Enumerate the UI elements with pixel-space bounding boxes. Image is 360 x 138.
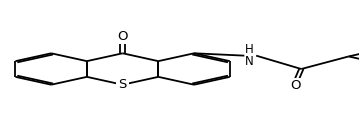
Text: O: O	[290, 79, 300, 92]
Text: S: S	[118, 78, 127, 91]
Text: H
N: H N	[246, 43, 254, 68]
Text: O: O	[117, 30, 128, 43]
